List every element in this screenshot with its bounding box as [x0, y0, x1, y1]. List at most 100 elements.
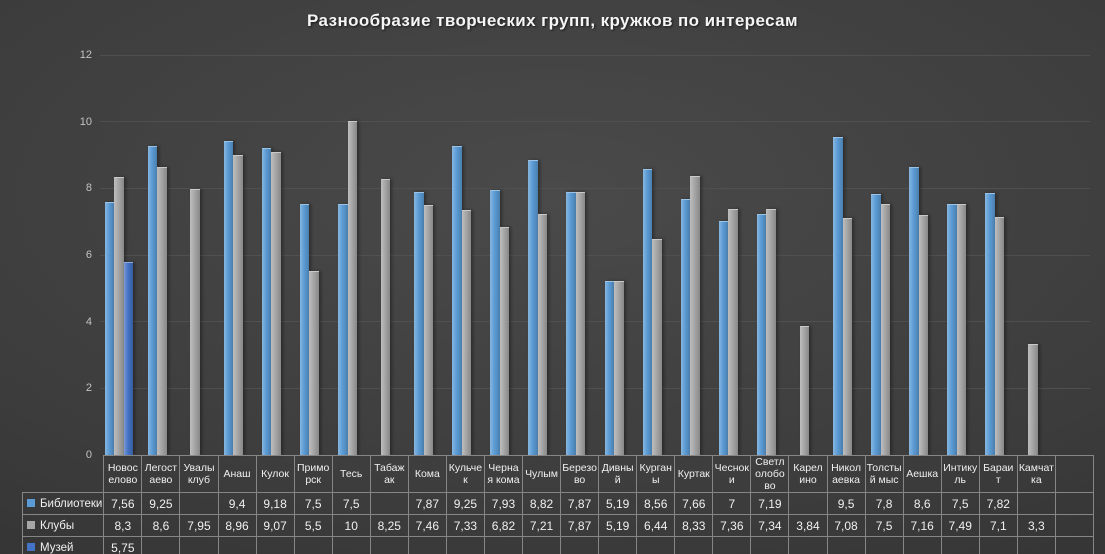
category-header-cell: Березово	[560, 454, 600, 494]
bar	[756, 214, 767, 455]
gridline	[100, 321, 1090, 323]
category-header-cell: Чулым	[521, 454, 562, 494]
value-cell: 7	[712, 492, 752, 516]
value-cell: 5,19	[598, 514, 638, 538]
value-cell	[712, 536, 752, 554]
value-cell: 7,87	[560, 514, 600, 538]
value-cell: 7,87	[560, 492, 600, 516]
bar	[718, 220, 729, 455]
value-cell	[255, 536, 295, 554]
value-cell: 7,46	[407, 514, 447, 538]
category-header-cell: Приморск	[293, 454, 333, 494]
value-cell	[826, 536, 866, 554]
y-axis-tick-label: 0	[85, 449, 92, 461]
gridline	[100, 54, 1090, 56]
bar	[566, 191, 576, 455]
bar	[104, 202, 115, 455]
value-cell	[864, 536, 904, 554]
value-cell: 8,82	[521, 492, 562, 516]
value-cell	[560, 536, 600, 554]
value-cell	[902, 536, 942, 554]
value-cell: 7,34	[750, 514, 790, 538]
bar	[499, 226, 510, 455]
value-cell	[1054, 536, 1094, 554]
value-cell: 9,07	[255, 514, 295, 538]
bar	[871, 194, 881, 455]
table-header-row: Новоселово Легостаево Увалы клуб Анаш Кулок П…	[23, 454, 1094, 494]
data-table: Новоселово Легостаево Увалы клуб Анаш Кулок П…	[21, 454, 1094, 554]
value-cell: 8,33	[674, 514, 714, 538]
bar	[299, 204, 310, 455]
value-cell	[483, 536, 524, 554]
category-header-cell: Курганы	[636, 454, 676, 494]
value-cell: 6,44	[636, 514, 676, 538]
category-header-cell: Новоселово	[103, 454, 143, 494]
value-cell	[293, 536, 333, 554]
bar	[338, 204, 348, 455]
bar	[799, 326, 810, 455]
category-header-cell: Чесноки	[712, 454, 752, 494]
bar	[642, 168, 653, 455]
category-header-cell: Бараит	[978, 454, 1018, 494]
legend-cell: Библиотеки	[21, 492, 105, 516]
bar	[918, 215, 929, 455]
bar	[880, 204, 891, 455]
value-cell	[1016, 536, 1056, 554]
value-cell: 5,19	[598, 492, 638, 516]
value-cell: 9,5	[826, 492, 866, 516]
value-cell: 7,19	[750, 492, 790, 516]
gridline	[100, 187, 1090, 189]
y-axis-tick-label: 4	[85, 315, 92, 328]
gridline	[100, 387, 1090, 389]
value-cell	[674, 536, 714, 554]
bar	[728, 208, 738, 455]
legend-series-name: Музей	[40, 541, 74, 554]
value-cell: 9,4	[217, 492, 257, 516]
value-cell: 7,5	[331, 492, 371, 516]
bar	[947, 204, 957, 455]
value-cell: 7,16	[902, 514, 942, 538]
legend-swatch-icon	[27, 543, 35, 552]
bar	[985, 193, 995, 455]
legend-series-name: Клубы	[40, 519, 75, 532]
value-cell	[1016, 492, 1056, 516]
category-header-cell: Николаевка	[826, 454, 866, 494]
category-header-cell: Кома	[407, 454, 447, 494]
value-cell: 3,84	[788, 514, 828, 538]
category-header-cell: Дивный	[598, 454, 638, 494]
gridline	[100, 254, 1090, 256]
bar	[223, 140, 234, 455]
value-cell	[179, 492, 219, 516]
category-header-cell: Табажак	[369, 454, 409, 494]
value-cell	[1054, 492, 1094, 516]
value-cell	[636, 536, 676, 554]
table-corner-cell	[23, 456, 104, 493]
bar	[114, 177, 124, 455]
value-cell: 5,5	[293, 514, 333, 538]
value-cell	[331, 536, 371, 554]
gridline	[100, 121, 1090, 123]
value-cell: 7,33	[445, 514, 485, 538]
category-header-cell: Интикуль	[940, 454, 980, 494]
category-header-cell: Карелино	[788, 454, 828, 494]
bar	[461, 209, 472, 455]
bar	[233, 155, 243, 455]
category-header-cell	[1054, 454, 1094, 494]
bar	[190, 189, 200, 455]
bar	[833, 137, 843, 455]
category-header-cell: Кульчек	[445, 454, 485, 494]
value-cell: 7,21	[521, 514, 562, 538]
value-cell: 8,96	[217, 514, 257, 538]
bar	[380, 179, 391, 455]
value-cell	[521, 536, 562, 554]
bar	[1028, 344, 1038, 455]
category-header-cell: Светлолобово	[750, 454, 790, 494]
value-cell	[1054, 514, 1094, 538]
bar	[537, 213, 548, 455]
value-cell: 8,6	[902, 492, 942, 516]
y-axis-tick-label: 10	[79, 115, 92, 128]
value-cell: 7,49	[940, 514, 980, 538]
bar	[414, 191, 424, 455]
value-cell	[141, 536, 181, 554]
